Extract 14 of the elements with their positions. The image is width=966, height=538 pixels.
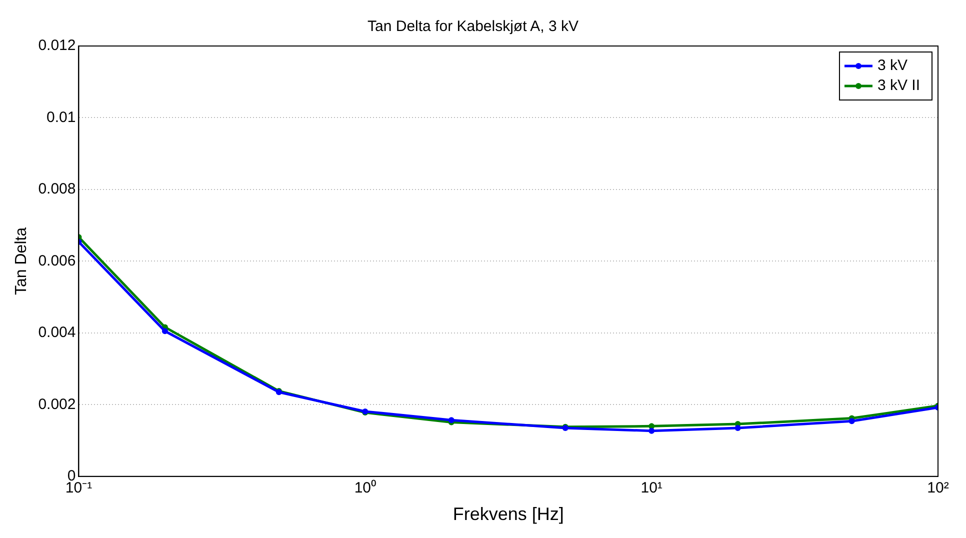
chart-title: Tan Delta for Kabelskjøt A, 3 kV <box>368 18 578 36</box>
x-tick-label: 10² <box>927 480 949 497</box>
y-tick-label: 0.01 <box>46 108 76 126</box>
legend-label: 3 kV <box>877 57 908 74</box>
y-axis-title: Tan Delta <box>13 227 30 295</box>
y-tick-label: 0.002 <box>38 396 76 413</box>
legend-label: 3 kV II <box>877 77 920 94</box>
y-tick-label: 0.004 <box>38 324 76 342</box>
y-tick-label: 0.008 <box>38 180 76 198</box>
y-tick-label: 0.012 <box>38 37 76 54</box>
y-tick-label: 0.006 <box>38 252 76 270</box>
x-tick-label: 10¹ <box>640 480 662 497</box>
x-tick-label: 10⁰ <box>354 480 376 497</box>
x-axis-title: Frekvens [Hz] <box>452 504 564 524</box>
